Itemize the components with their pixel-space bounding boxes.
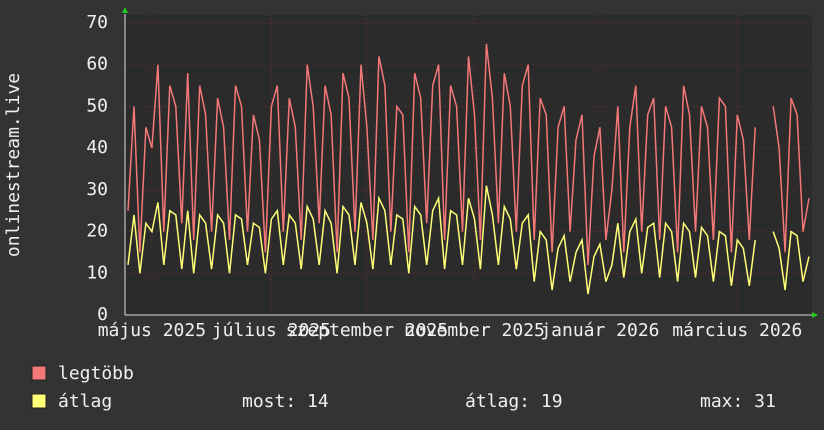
y-tick-label: 10 <box>86 262 108 283</box>
legend-label: átlag <box>58 391 112 412</box>
x-tick-label: július 2025 <box>212 320 331 341</box>
y-tick-label: 0 <box>97 304 108 325</box>
legend: legtöbb átlag most: 14 átlag: 19 max: 31 <box>31 363 776 412</box>
x-tick-label: március 2026 <box>672 320 802 341</box>
y-tick-label: 40 <box>86 137 108 158</box>
legend-swatch <box>31 393 47 409</box>
x-tick-label: november 2025 <box>404 320 545 341</box>
x-tick-label: május 2025 <box>98 320 206 341</box>
x-tick-label: szeptember 2025 <box>286 320 449 341</box>
axis-arrow <box>122 7 128 13</box>
legend-stat: max: 31 <box>700 391 776 412</box>
legend-stat: most: 14 <box>242 391 329 412</box>
y-tick-label: 20 <box>86 221 108 242</box>
y-tick-label: 50 <box>86 95 108 116</box>
axis-arrow <box>812 312 818 318</box>
legend-stat: átlag: 19 <box>465 391 563 412</box>
series-line <box>127 43 810 265</box>
x-tick-label: január 2026 <box>540 320 659 341</box>
legend-swatch <box>31 365 47 381</box>
series <box>127 43 810 295</box>
y-tick-label: 60 <box>86 54 108 75</box>
y-tick-label: 30 <box>86 179 108 200</box>
legend-label: legtöbb <box>58 363 134 384</box>
y-axis-label: onlinestream.live <box>3 73 24 257</box>
y-tick-label: 70 <box>86 12 108 33</box>
series-line <box>127 185 810 295</box>
